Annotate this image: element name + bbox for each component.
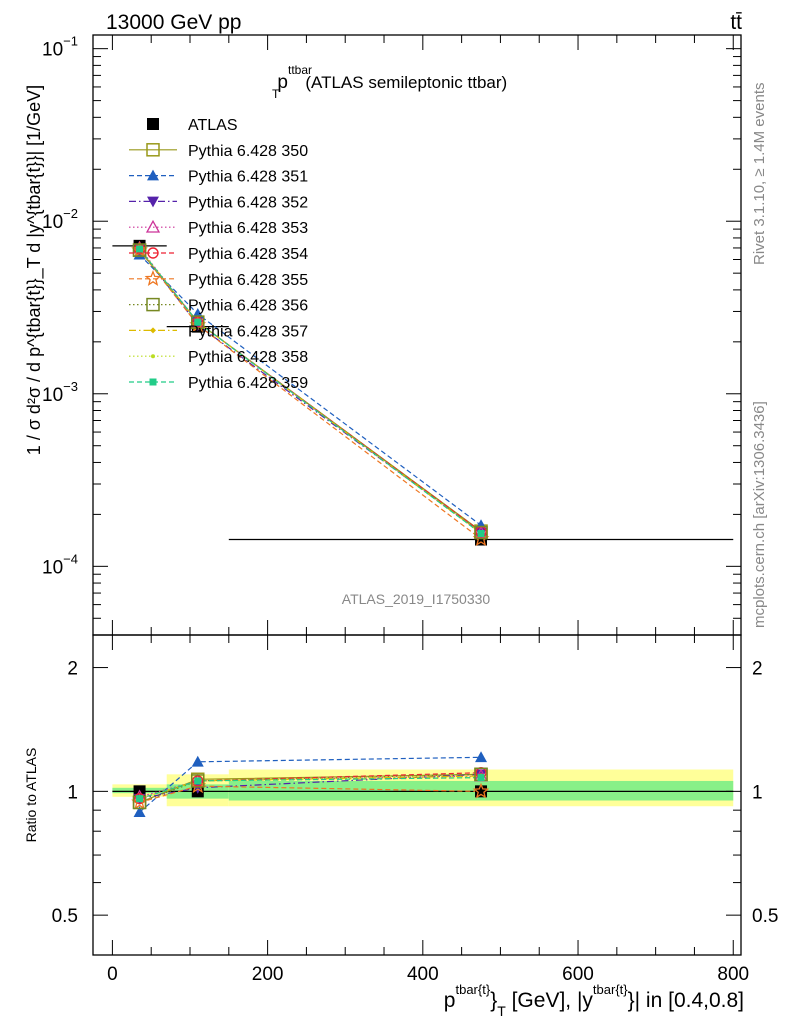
legend-item: Pythia 6.428 357 bbox=[129, 323, 308, 340]
legend-label: ATLAS bbox=[188, 117, 238, 134]
legend-label: Pythia 6.428 350 bbox=[188, 143, 308, 160]
ratio-y-tick-label-right: 1 bbox=[752, 782, 763, 803]
main-axis-ticks bbox=[93, 35, 741, 636]
mcplots-label: mcplots.cern.ch [arXiv:1306.3436] bbox=[751, 401, 768, 628]
legend-marker bbox=[146, 297, 160, 312]
legend-label: Pythia 6.428 358 bbox=[188, 349, 308, 366]
x-tick-label: 600 bbox=[562, 964, 594, 985]
data-point bbox=[191, 315, 205, 329]
ratio-point bbox=[472, 782, 490, 799]
y-tick-label: 10−2 bbox=[42, 206, 78, 233]
series-line bbox=[139, 249, 482, 540]
main-y-tick-labels: 10−1 10−2 10−3 10−4 bbox=[42, 34, 78, 579]
legend-label: Pythia 6.428 355 bbox=[188, 272, 308, 289]
legend-marker bbox=[147, 196, 159, 208]
legend-label: Pythia 6.428 351 bbox=[188, 169, 308, 186]
energy-label: 13000 GeV pp bbox=[106, 11, 241, 34]
x-tick-label: 800 bbox=[717, 964, 749, 985]
series-line bbox=[139, 248, 482, 534]
mc-series-lines bbox=[112, 245, 734, 541]
y-tick-label: 10−3 bbox=[42, 379, 78, 406]
ratio-y-tick-label: 2 bbox=[67, 659, 78, 680]
ratio-plot-frame bbox=[92, 634, 742, 956]
legend: ATLAS Pythia 6.428 350 Pythia 6.428 351 Pyt… bbox=[129, 117, 308, 392]
ratio-y-tick-label: 0.5 bbox=[52, 906, 78, 927]
plot-title: pttbar T(ATLAS semileptonic ttbar) bbox=[272, 63, 507, 101]
legend-label: Pythia 6.428 357 bbox=[188, 323, 308, 340]
legend-marker bbox=[147, 169, 159, 181]
legend-marker bbox=[150, 327, 156, 334]
ratio-point bbox=[192, 775, 204, 787]
legend-item: ATLAS bbox=[147, 117, 238, 134]
ratio-point bbox=[133, 806, 146, 817]
ratio-point bbox=[194, 777, 202, 785]
legend-item: Pythia 6.428 358 bbox=[129, 349, 308, 366]
legend-marker bbox=[146, 143, 160, 157]
legend-marker bbox=[147, 247, 159, 259]
data-point bbox=[477, 529, 485, 537]
legend-label: Pythia 6.428 353 bbox=[188, 220, 308, 237]
x-tick-labels: 0 200 400 600 800 bbox=[107, 964, 749, 985]
x-tick-label: 0 bbox=[107, 964, 118, 985]
legend-label: Pythia 6.428 352 bbox=[188, 194, 308, 211]
analysis-label: ATLAS_2019_I1750330 bbox=[342, 591, 491, 607]
legend-marker bbox=[147, 118, 159, 130]
ratio-y-tick-labels: 0.5 0.5 1 1 2 2 bbox=[52, 659, 779, 928]
ratio-point bbox=[191, 755, 204, 767]
legend-item: Pythia 6.428 355 bbox=[129, 270, 308, 289]
ratio-point bbox=[136, 795, 144, 803]
ratio-plot-panel: 0.5 0.5 1 1 2 2 0 200 400 600 800 bbox=[52, 634, 779, 985]
legend-item: Pythia 6.428 359 bbox=[129, 375, 308, 392]
data-point bbox=[132, 243, 147, 257]
legend-marker bbox=[144, 270, 162, 286]
x-tick-label: 400 bbox=[407, 964, 439, 985]
ratio-y-label: Ratio to ATLAS bbox=[23, 748, 39, 843]
ratio-series-line bbox=[139, 773, 482, 803]
rivet-label: Rivet 3.1.10, ≥ 1.4M events bbox=[751, 83, 768, 266]
data-point bbox=[136, 245, 144, 253]
ratio-point bbox=[131, 793, 148, 810]
legend-label: Pythia 6.428 354 bbox=[188, 246, 308, 263]
ratio-axis-ticks bbox=[93, 635, 741, 955]
legend-item: Pythia 6.428 352 bbox=[129, 194, 308, 211]
legend-item: Pythia 6.428 356 bbox=[129, 298, 308, 315]
ratio-point bbox=[477, 774, 485, 782]
process-label: tt̄ bbox=[730, 11, 742, 34]
ratio-y-tick-label: 1 bbox=[67, 782, 78, 803]
series-markers bbox=[131, 239, 490, 547]
ratio-y-tick-label-right: 2 bbox=[752, 659, 763, 680]
ratio-point bbox=[475, 751, 488, 763]
x-axis-label: ptbar{t}}T [GeV], |ytbar{t}}| in [0.4,0.… bbox=[444, 982, 744, 1019]
legend-label: Pythia 6.428 356 bbox=[188, 298, 308, 315]
legend-item: Pythia 6.428 354 bbox=[129, 246, 308, 263]
legend-item: Pythia 6.428 350 bbox=[129, 143, 308, 160]
legend-marker bbox=[149, 378, 157, 386]
y-tick-label: 10−4 bbox=[42, 551, 78, 578]
legend-item: Pythia 6.428 353 bbox=[129, 219, 308, 237]
ratio-point bbox=[133, 792, 146, 805]
legend-label: Pythia 6.428 359 bbox=[188, 375, 308, 392]
legend-marker bbox=[151, 354, 155, 359]
data-point bbox=[194, 318, 202, 326]
series-line bbox=[139, 248, 482, 533]
y-axis-label: 1 / σ d²σ / d p^{tbar{t}}_T d |y^{tbar{t… bbox=[24, 85, 45, 455]
ratio-series-markers bbox=[131, 751, 490, 817]
data-point bbox=[472, 530, 490, 547]
data-point bbox=[474, 525, 488, 540]
legend-item: Pythia 6.428 351 bbox=[129, 169, 308, 186]
x-tick-label: 200 bbox=[252, 964, 284, 985]
main-plot-panel: 10−1 10−2 10−3 10−4 pttbar T(ATLAS semilepto… bbox=[42, 34, 742, 636]
ratio-y-tick-label-right: 0.5 bbox=[752, 906, 778, 927]
ratio-point bbox=[189, 777, 207, 794]
legend-marker bbox=[145, 219, 161, 233]
ratio-point bbox=[191, 774, 205, 788]
y-tick-label: 10−1 bbox=[42, 34, 78, 61]
